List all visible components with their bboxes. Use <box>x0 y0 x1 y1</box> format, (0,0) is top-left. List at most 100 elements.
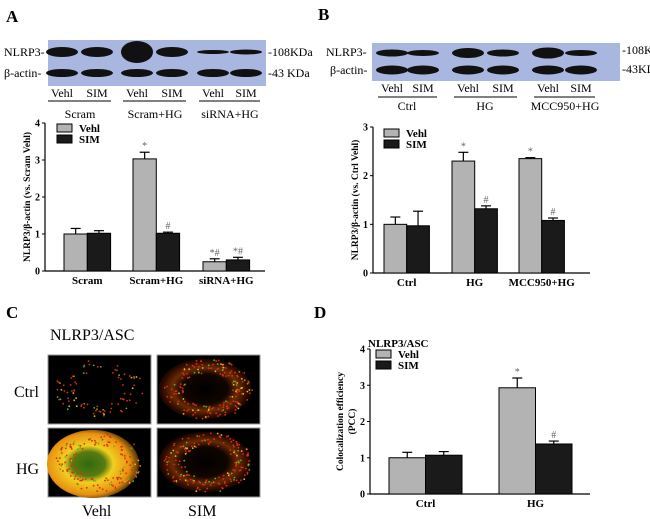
blot-row-label: β-actin- <box>330 63 367 77</box>
col-label-vehl: Vehl <box>82 503 112 519</box>
fluorescence-dot <box>121 398 124 400</box>
fluorescence-dot <box>98 486 101 489</box>
fluorescence-dot <box>116 476 118 479</box>
fluorescence-dot <box>235 390 237 393</box>
fluorescence-dot <box>103 435 106 438</box>
bar-sim <box>86 232 112 272</box>
fluorescence-dot <box>234 469 236 472</box>
fluorescence-dot <box>131 459 134 462</box>
fluorescence-dot <box>235 464 237 467</box>
legend-swatch <box>383 128 400 138</box>
panel-label-b: B <box>318 5 329 24</box>
fluorescence-dot <box>124 457 126 460</box>
fluorescence-dot <box>101 488 104 491</box>
fluorescence-dot <box>73 389 75 392</box>
fluorescence-dot <box>75 467 78 470</box>
fluorescence-dot <box>70 448 73 450</box>
fluorescence-dot <box>247 380 250 383</box>
panel-label-c: C <box>6 303 18 322</box>
fluorescence-dot <box>179 478 182 481</box>
fluorescence-dot <box>127 452 130 455</box>
fluorescence-dot <box>218 435 221 438</box>
fluorescence-dot <box>243 372 246 374</box>
lane-label: Vehl <box>537 81 560 95</box>
nlrp3-band <box>532 47 564 59</box>
fluorescence-dot <box>195 404 198 407</box>
fluorescence-dot <box>201 417 204 420</box>
fluorescence-dot <box>212 406 215 409</box>
fluorescence-dot <box>226 435 228 438</box>
fluorescence-dot <box>234 371 237 374</box>
y-tick-label: 0 <box>360 490 365 501</box>
fluorescence-dot <box>201 367 204 369</box>
y-tick-label: 4 <box>35 119 40 130</box>
fluorescence-dot <box>193 371 196 374</box>
fluorescence-dot <box>231 382 234 384</box>
fluorescence-dot <box>130 447 133 450</box>
fluorescence-dot <box>166 385 168 388</box>
fluorescence-dot <box>207 409 210 412</box>
fluorescence-dot <box>138 377 141 380</box>
fluorescence-dot <box>221 410 223 412</box>
fluorescence-dot <box>135 458 138 461</box>
fluorescence-dot <box>75 382 78 385</box>
fluorescence-dot <box>238 390 241 392</box>
fluorescence-dot <box>72 471 74 474</box>
fluorescence-dot <box>115 441 117 443</box>
fluorescence-dot <box>201 483 204 486</box>
fluorescence-dot <box>182 398 185 400</box>
fluorescence-dot <box>116 369 118 372</box>
category-label: MCC950+HG <box>509 277 576 289</box>
fluorescence-dot <box>198 488 201 491</box>
fluorescence-dot <box>243 478 246 481</box>
fluorescence-dot <box>103 410 106 412</box>
fluorescence-dot <box>73 440 76 443</box>
fluorescence-dot <box>125 460 128 463</box>
fluorescence-dot <box>96 405 99 408</box>
fluorescence-dot <box>220 434 223 436</box>
fluorescence-dot <box>204 439 206 442</box>
lane-label: Vehl <box>381 81 404 95</box>
bar-sim <box>535 443 573 495</box>
fluorescence-dot <box>73 453 76 456</box>
fluorescence-dot <box>66 469 68 471</box>
fluorescence-dot <box>193 445 196 448</box>
fluorescence-dot <box>119 470 122 473</box>
fluorescence-dot <box>232 380 235 383</box>
fluorescence-dot <box>182 390 185 393</box>
fluorescence-dot <box>177 400 180 403</box>
fluorescence-dot <box>186 447 189 450</box>
fluorescence-dot <box>80 479 83 482</box>
legend-label: SIM <box>406 139 427 151</box>
fluorescence-dot <box>188 368 191 371</box>
fluorescence-dot <box>114 368 117 371</box>
fluorescence-dot <box>184 450 187 452</box>
fluorescence-dot <box>217 482 220 485</box>
fluorescence-dot <box>183 368 186 371</box>
fluorescence-dot <box>92 364 95 367</box>
significance-mark: * <box>142 141 147 152</box>
fluorescence-dot <box>105 477 108 480</box>
fluorescence-dot <box>230 370 233 372</box>
fluorescence-dot <box>233 449 236 452</box>
mw-label: -43 KDa <box>268 66 310 80</box>
fluorescence-dot <box>229 362 232 365</box>
fluorescence-dot <box>219 413 222 416</box>
fluorescence-dot <box>213 438 216 440</box>
bar-vehl <box>383 223 408 274</box>
fluorescence-dot <box>180 445 183 448</box>
fluorescence-dot <box>116 478 119 481</box>
fluorescence-dot <box>227 374 230 377</box>
fluorescence-dot <box>131 468 133 471</box>
fluorescence-dot <box>80 472 82 475</box>
fluorescence-dot <box>221 487 224 489</box>
fluorescence-dot <box>106 479 109 481</box>
fluorescence-dot <box>60 452 63 454</box>
category-label: Ctrl <box>397 277 417 289</box>
fluorescence-dot <box>128 399 131 402</box>
fluorescence-dot <box>214 370 217 373</box>
legend-label: Vehl <box>406 128 427 140</box>
fluorescence-dot <box>185 441 188 444</box>
